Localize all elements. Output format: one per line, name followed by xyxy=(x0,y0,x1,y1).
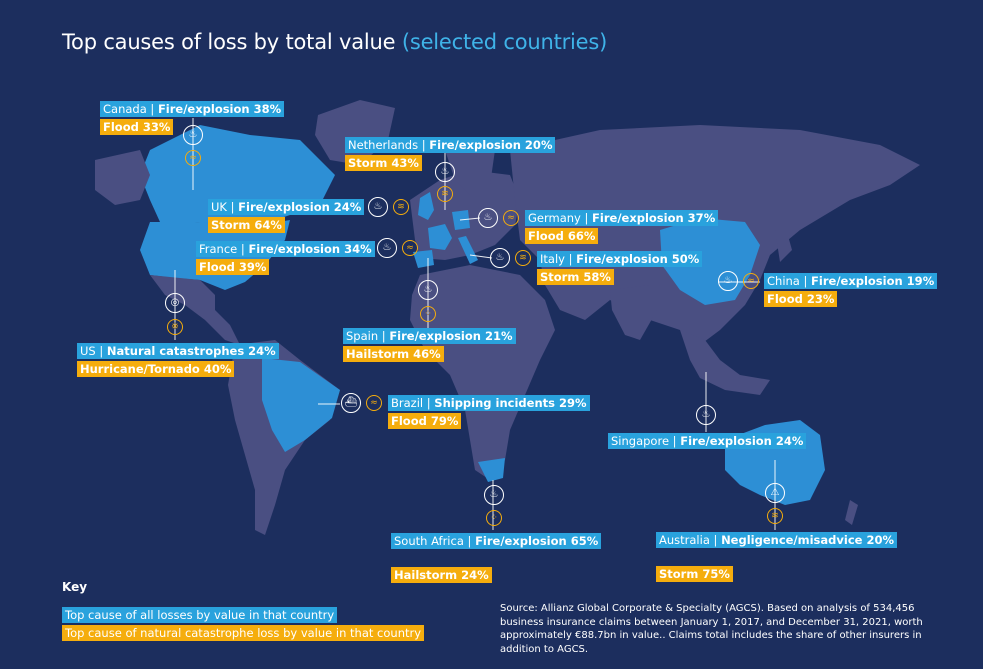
uk-region xyxy=(418,192,434,220)
africa xyxy=(410,265,555,480)
italy-connector xyxy=(469,254,493,259)
label-spain: Spain | Fire/explosion 21% Hailstorm 46% xyxy=(343,328,516,362)
ship-icon: ⛴ xyxy=(341,393,361,413)
flood-icon: ≈ xyxy=(402,240,418,256)
fire-icon: ♨ xyxy=(478,208,498,228)
hurricane-icon: ※ xyxy=(167,319,183,335)
flood-icon: ≈ xyxy=(503,210,519,226)
label-uk: UK | Fire/explosion 24% Storm 64% xyxy=(208,199,365,233)
fire-icon: ♨ xyxy=(718,271,738,291)
france-region xyxy=(428,224,452,250)
label-netherlands: Netherlands | Fire/explosion 20% Storm 4… xyxy=(345,137,556,171)
new-zealand xyxy=(845,500,858,525)
storm-icon: ≋ xyxy=(393,199,409,215)
warning-icon: ⚠ xyxy=(765,483,785,503)
spain-region xyxy=(413,250,434,268)
label-us: US | Natural catastrophes 24% Hurricane/… xyxy=(77,343,279,377)
fire-icon: ♨ xyxy=(696,405,716,425)
label-china: China | Fire/explosion 19% Flood 23% xyxy=(764,273,938,307)
label-south-africa-natcat: Hailstorm 24% xyxy=(391,565,492,583)
label-germany: Germany | Fire/explosion 37% Flood 66% xyxy=(525,210,719,244)
label-australia: Australia | Negligence/misadvice 20% xyxy=(656,532,897,548)
fire-icon: ♨ xyxy=(418,280,438,300)
fire-icon: ♨ xyxy=(368,197,388,217)
page-subtitle: (selected countries) xyxy=(401,30,608,54)
label-australia-natcat: Storm 75% xyxy=(656,564,733,582)
label-canada: Canada | Fire/explosion 38% Flood 33% xyxy=(100,101,285,135)
hail-icon: ⁘ xyxy=(486,510,502,526)
label-italy: Italy | Fire/explosion 50% Storm 58% xyxy=(537,251,703,285)
storm-icon: ≋ xyxy=(515,250,531,266)
label-south-africa: South Africa | Fire/explosion 65% xyxy=(391,533,602,549)
southeast-asia xyxy=(680,330,770,395)
india xyxy=(610,285,660,340)
fire-icon: ♨ xyxy=(183,125,203,145)
south-africa-region xyxy=(478,458,505,482)
fire-icon: ♨ xyxy=(377,238,397,258)
storm-icon: ≋ xyxy=(437,186,453,202)
hail-icon: ⁘ xyxy=(420,306,436,322)
scandinavia xyxy=(445,140,495,195)
germany-connector xyxy=(459,217,481,221)
brazil-region xyxy=(262,358,340,452)
alaska xyxy=(95,150,150,205)
flood-icon: ≈ xyxy=(743,273,759,289)
hurricane-icon: ◎ xyxy=(165,293,185,313)
key-title: Key xyxy=(62,580,88,594)
mexico xyxy=(150,275,240,345)
key-natcat: Top cause of natural catastrophe loss by… xyxy=(62,625,425,641)
flood-icon: ≈ xyxy=(185,150,201,166)
label-singapore: Singapore | Fire/explosion 24% xyxy=(608,433,807,449)
fire-icon: ♨ xyxy=(484,485,504,505)
label-france: France | Fire/explosion 34% Flood 39% xyxy=(196,241,375,275)
page-title: Top causes of loss by total value (selec… xyxy=(62,30,608,54)
key-primary: Top cause of all losses by value in that… xyxy=(62,607,338,623)
flood-icon: ≈ xyxy=(366,395,382,411)
source-note: Source: Allianz Global Corporate & Speci… xyxy=(500,603,923,655)
italy-region xyxy=(458,236,478,264)
japan xyxy=(775,225,792,262)
fire-icon: ♨ xyxy=(490,248,510,268)
label-brazil: Brazil | Shipping incidents 29% Flood 79… xyxy=(388,395,590,429)
fire-icon: ♨ xyxy=(435,162,455,182)
storm-icon: ≋ xyxy=(767,508,783,524)
